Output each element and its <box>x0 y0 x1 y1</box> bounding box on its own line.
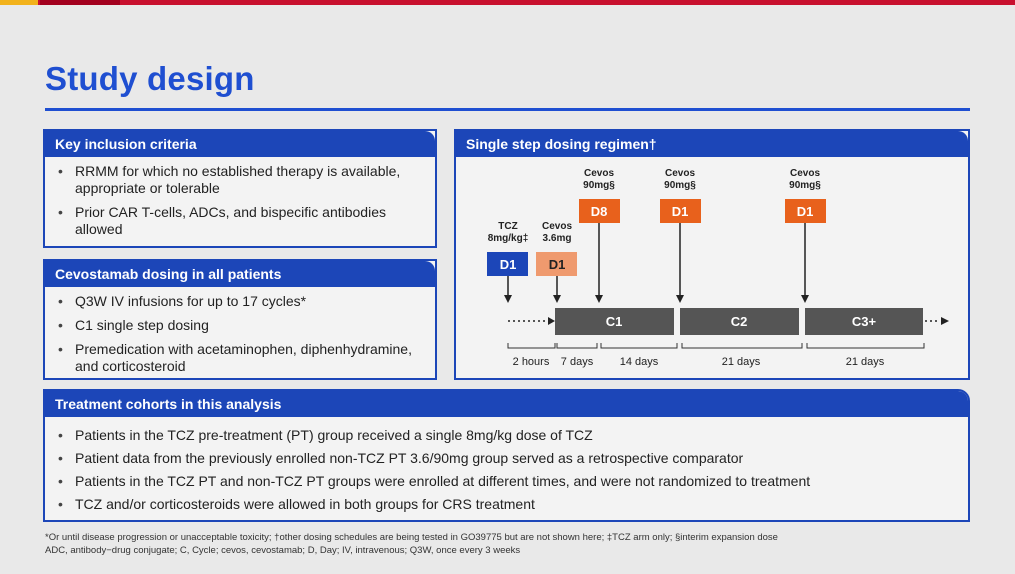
top-bar-accent-dark <box>40 0 120 5</box>
cycle-label: C2 <box>731 314 748 329</box>
dose-box <box>579 199 620 223</box>
cycle-bar <box>680 308 799 335</box>
dose-label-top: Cevos <box>790 168 820 179</box>
dose-box-label: D8 <box>591 204 608 219</box>
list-item: C1 single step dosing <box>55 317 427 334</box>
dose-box <box>785 199 826 223</box>
dose-label-top: Cevos <box>584 168 614 179</box>
dose-label-bottom: 90mg§ <box>664 180 696 191</box>
cohorts-list: Patients in the TCZ pre-treatment (PT) g… <box>45 417 968 513</box>
regimen-header: Single step dosing regimen† <box>456 131 968 157</box>
list-item: Q3W IV infusions for up to 17 cycles* <box>55 293 427 310</box>
top-bar-accent <box>0 0 38 5</box>
duration-bracket <box>600 343 678 349</box>
list-item: Patient data from the previously enrolle… <box>55 450 960 467</box>
duration-label: 21 days <box>846 356 885 368</box>
duration-label: 2 hours <box>513 356 550 368</box>
dose-label-bottom: 3.6mg <box>543 233 572 244</box>
title-rule <box>45 108 970 111</box>
list-item: Prior CAR T-cells, ADCs, and bispecific … <box>55 204 427 238</box>
list-item: RRMM for which no established therapy is… <box>55 163 427 197</box>
duration-bracket <box>806 343 925 349</box>
dose-box-label: D1 <box>797 204 814 219</box>
list-item: TCZ and/or corticosteroids were allowed … <box>55 496 960 513</box>
inclusion-criteria-panel: Key inclusion criteria RRMM for which no… <box>43 129 437 248</box>
duration-bracket <box>681 343 803 349</box>
dose-box-label: D1 <box>549 257 566 272</box>
dosing-panel: Cevostamab dosing in all patients Q3W IV… <box>43 259 437 380</box>
cycle-label: C3+ <box>852 314 877 329</box>
footnote: *Or until disease progression or unaccep… <box>45 532 778 543</box>
dose-box-label: D1 <box>672 204 689 219</box>
cycle-bar <box>805 308 923 335</box>
inclusion-criteria-list: RRMM for which no established therapy is… <box>45 157 435 238</box>
regimen-svg: TCZ 8mg/kg‡ Cevos 3.6mg Cevos 90mg§ Cevo… <box>487 168 949 368</box>
dosing-header: Cevostamab dosing in all patients <box>45 261 435 287</box>
cycle-label: C1 <box>606 314 623 329</box>
duration-label: 7 days <box>561 356 594 368</box>
footnote: ADC, antibody−drug conjugate; C, Cycle; … <box>45 545 521 556</box>
list-item: Patients in the TCZ pre-treatment (PT) g… <box>55 427 960 444</box>
dose-label-bottom: 8mg/kg‡ <box>488 233 529 244</box>
list-item: Patients in the TCZ PT and non-TCZ PT gr… <box>55 473 960 490</box>
slide-title: Study design <box>45 60 255 97</box>
cohorts-panel: Treatment cohorts in this analysis Patie… <box>43 389 970 522</box>
duration-label: 21 days <box>722 356 761 368</box>
dose-box <box>536 252 577 276</box>
cycle-bar <box>555 308 674 335</box>
dose-box <box>660 199 701 223</box>
inclusion-criteria-header: Key inclusion criteria <box>45 131 435 157</box>
dosing-regimen-diagram: TCZ 8mg/kg‡ Cevos 3.6mg Cevos 90mg§ Cevo… <box>456 157 968 378</box>
cohorts-header: Treatment cohorts in this analysis <box>45 391 968 417</box>
dose-label-top: Cevos <box>542 221 572 232</box>
dose-label-bottom: 90mg§ <box>583 180 615 191</box>
timeline-arrowhead <box>548 317 555 325</box>
duration-label: 14 days <box>620 356 659 368</box>
top-brand-bar <box>0 0 1015 5</box>
regimen-panel: Single step dosing regimen† TCZ 8mg/kg‡ … <box>454 129 970 380</box>
dose-label-top: Cevos <box>665 168 695 179</box>
timeline-arrowhead <box>941 317 949 325</box>
dosing-list: Q3W IV infusions for up to 17 cycles* C1… <box>45 287 435 375</box>
dose-box-label: D1 <box>500 257 517 272</box>
list-item: Premedication with acetaminophen, diphen… <box>55 341 427 375</box>
dose-box <box>487 252 528 276</box>
dose-label-top: TCZ <box>498 221 517 232</box>
dose-label-bottom: 90mg§ <box>789 180 821 191</box>
duration-bracket <box>507 343 556 349</box>
duration-bracket <box>556 343 598 349</box>
